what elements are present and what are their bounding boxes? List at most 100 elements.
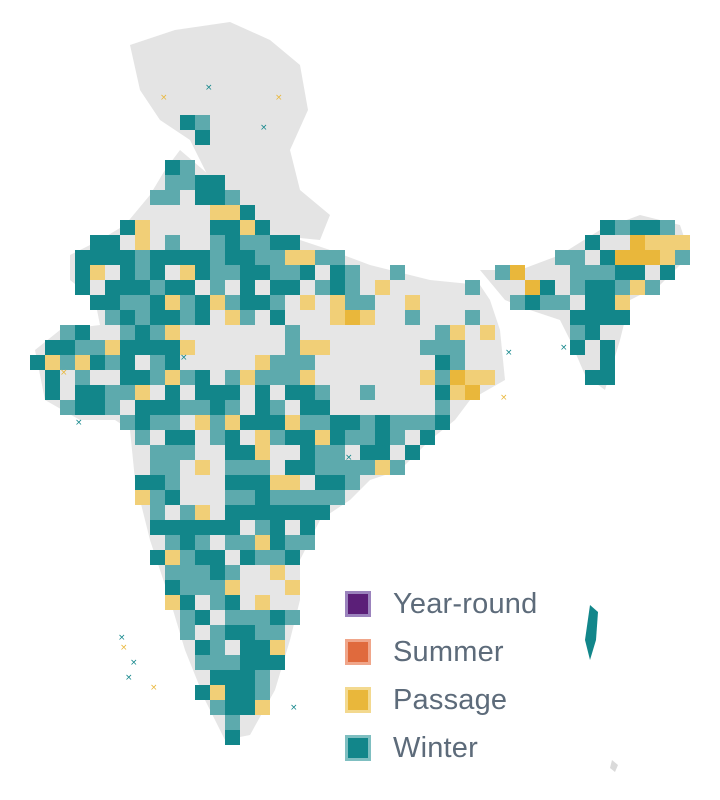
grid-cell [615,295,630,310]
grid-cell [585,370,600,385]
grid-cell [675,235,690,250]
grid-cell [75,250,90,265]
grid-cell [180,550,195,565]
grid-cell [240,625,255,640]
grid-cell [225,580,240,595]
grid-cell [195,190,210,205]
grid-cell [600,220,615,235]
grid-cell [285,325,300,340]
grid-cell [120,265,135,280]
grid-cell [165,325,180,340]
grid-cell [300,265,315,280]
grid-cell [165,190,180,205]
grid-cell [210,385,225,400]
grid-cell [240,685,255,700]
grid-cell [210,265,225,280]
grid-cell [285,505,300,520]
grid-cell [90,340,105,355]
grid-cell [180,160,195,175]
grid-cell [180,310,195,325]
grid-cell [150,475,165,490]
grid-cell [330,250,345,265]
legend-label-winter: Winter [393,731,478,764]
grid-cell [75,340,90,355]
grid-cell [300,505,315,520]
grid-cell [195,460,210,475]
grid-cell [600,340,615,355]
grid-cell [345,460,360,475]
grid-cell [270,295,285,310]
grid-cell [435,340,450,355]
grid-cell [135,220,150,235]
grid-cell [75,385,90,400]
grid-cell [330,460,345,475]
grid-cell [195,505,210,520]
sighting-mark: × [205,83,213,93]
grid-cell [300,295,315,310]
sighting-mark: × [75,418,83,428]
grid-cell [225,715,240,730]
grid-cell [645,220,660,235]
grid-cell [345,475,360,490]
grid-cell [270,610,285,625]
grid-cell [285,370,300,385]
grid-cell [645,280,660,295]
grid-cell [585,235,600,250]
grid-cell [660,220,675,235]
grid-cell [300,520,315,535]
grid-cell [420,430,435,445]
grid-cell [300,460,315,475]
grid-cell [150,505,165,520]
grid-cell [90,265,105,280]
grid-cell [255,505,270,520]
grid-cell [435,355,450,370]
grid-cell [75,370,90,385]
grid-cell [360,295,375,310]
grid-cell [165,340,180,355]
grid-cell [195,520,210,535]
grid-cell [195,535,210,550]
grid-cell [360,385,375,400]
grid-cell [465,310,480,325]
grid-cell [240,460,255,475]
sighting-mark: × [130,658,138,668]
grid-cell [165,595,180,610]
grid-cell [480,370,495,385]
grid-cell [435,415,450,430]
grid-cell [150,325,165,340]
grid-cell [285,430,300,445]
grid-cell [615,310,630,325]
grid-cell [240,640,255,655]
grid-cell [255,550,270,565]
grid-cell [135,490,150,505]
grid-cell [645,250,660,265]
island-andaman [585,605,598,660]
grid-cell [195,130,210,145]
grid-cell [270,430,285,445]
grid-cell [90,235,105,250]
grid-cell [405,310,420,325]
grid-cell [240,370,255,385]
grid-cell [210,700,225,715]
grid-cell [435,385,450,400]
grid-cell [285,475,300,490]
sighting-mark: × [160,93,168,103]
grid-cell [270,565,285,580]
grid-cell [270,475,285,490]
grid-cell [240,505,255,520]
grid-cell [660,265,675,280]
grid-cell [150,190,165,205]
grid-cell [630,235,645,250]
legend-label-summer: Summer [393,635,504,668]
grid-cell [240,700,255,715]
grid-cell [150,295,165,310]
grid-cell [270,535,285,550]
grid-cell [270,625,285,640]
grid-cell [210,520,225,535]
grid-cell [180,280,195,295]
grid-cell [600,250,615,265]
grid-cell [240,415,255,430]
grid-cell [225,685,240,700]
grid-cell [180,520,195,535]
grid-cell [285,580,300,595]
